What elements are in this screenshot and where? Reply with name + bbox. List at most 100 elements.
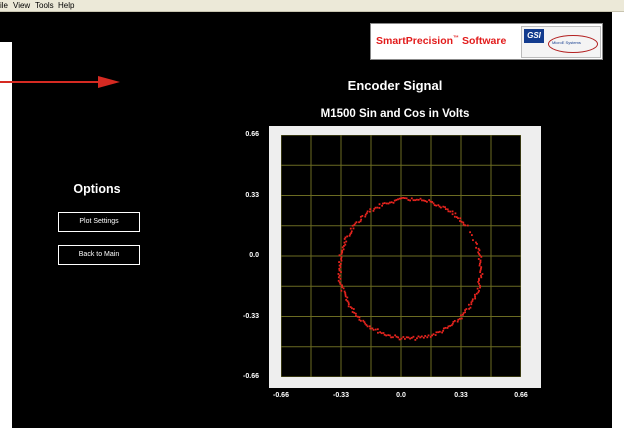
data-point [385, 334, 388, 337]
data-point [409, 337, 411, 340]
data-point [469, 306, 472, 309]
data-point [422, 199, 425, 202]
data-point [397, 336, 400, 339]
data-point [462, 313, 464, 316]
data-point [342, 248, 345, 251]
data-point [453, 215, 456, 218]
data-point [479, 284, 481, 287]
data-point [338, 274, 341, 277]
data-point [340, 271, 342, 274]
data-point [343, 290, 346, 293]
gsi-subbrand: MicroE Systems [552, 40, 581, 45]
data-point [340, 253, 343, 255]
data-point [414, 339, 417, 341]
data-point [407, 336, 410, 339]
data-point [390, 336, 393, 339]
data-point [345, 240, 348, 243]
gsi-mark: GSI [524, 29, 544, 43]
data-point [341, 246, 344, 249]
data-point [479, 271, 482, 274]
data-point [471, 298, 474, 301]
data-point [405, 336, 408, 339]
data-point [480, 255, 483, 258]
data-point [344, 243, 347, 246]
data-point [380, 332, 383, 335]
data-point [343, 241, 346, 244]
data-point [368, 210, 371, 213]
data-point [429, 336, 432, 338]
plot-area [280, 134, 522, 378]
data-point [414, 199, 417, 202]
data-point [344, 292, 347, 294]
data-point [462, 312, 465, 315]
data-point [457, 318, 460, 321]
page-title: Encoder Signal [347, 78, 443, 93]
data-point [346, 296, 349, 299]
data-point [346, 235, 349, 238]
data-point [417, 335, 420, 338]
data-point [372, 209, 375, 212]
data-point [432, 333, 435, 336]
data-point [389, 201, 391, 204]
data-point [458, 317, 461, 320]
data-point [419, 197, 422, 200]
menu-file[interactable]: ile [0, 1, 9, 10]
data-point [419, 336, 422, 339]
data-point [339, 277, 342, 280]
data-point [480, 267, 482, 270]
menu-help[interactable]: Help [58, 1, 75, 10]
data-point [379, 331, 382, 334]
data-point [478, 277, 480, 280]
data-point [369, 327, 372, 330]
data-point [459, 217, 462, 220]
data-point [355, 221, 358, 224]
data-point [350, 232, 353, 234]
data-point [460, 220, 463, 223]
data-point [462, 223, 465, 226]
data-point [382, 202, 384, 205]
data-point [400, 197, 403, 200]
annotation-arrow-head [98, 76, 120, 88]
data-point [417, 198, 420, 201]
data-point [337, 273, 340, 275]
data-point [440, 206, 442, 209]
data-point [471, 300, 474, 302]
data-point [338, 267, 341, 270]
plot-settings-button[interactable]: Plot Settings [58, 212, 140, 232]
menu-tools[interactable]: Tools [35, 1, 54, 10]
data-point [468, 307, 471, 310]
data-point [347, 301, 350, 304]
back-to-main-button[interactable]: Back to Main [58, 245, 140, 265]
data-point [353, 223, 356, 226]
data-point [478, 289, 480, 292]
data-point [359, 319, 362, 322]
gsi-logo: GSI MicroE Systems [521, 26, 601, 58]
data-point [405, 197, 408, 200]
data-point [454, 212, 457, 215]
data-point [478, 252, 480, 255]
data-point [365, 212, 368, 215]
x-tick-label: 0.33 [454, 392, 468, 399]
data-point [465, 308, 468, 310]
data-point [427, 334, 430, 337]
data-point [392, 201, 395, 204]
data-point [424, 200, 427, 202]
data-point [422, 336, 425, 339]
data-point [472, 239, 474, 242]
data-point [347, 303, 350, 306]
menu-view[interactable]: View [13, 1, 31, 10]
data-point [460, 314, 462, 317]
data-point [362, 319, 365, 322]
data-point [358, 318, 361, 321]
data-point [481, 273, 484, 275]
data-point [457, 217, 459, 220]
data-point [364, 322, 367, 325]
annotation-arrow-line [0, 81, 100, 83]
data-point [385, 202, 388, 205]
data-point [343, 238, 346, 240]
data-point [341, 249, 344, 252]
menu-bar: ile View Tools Help [0, 0, 624, 12]
data-point [343, 245, 345, 247]
data-point [460, 317, 463, 320]
data-point [442, 329, 445, 332]
